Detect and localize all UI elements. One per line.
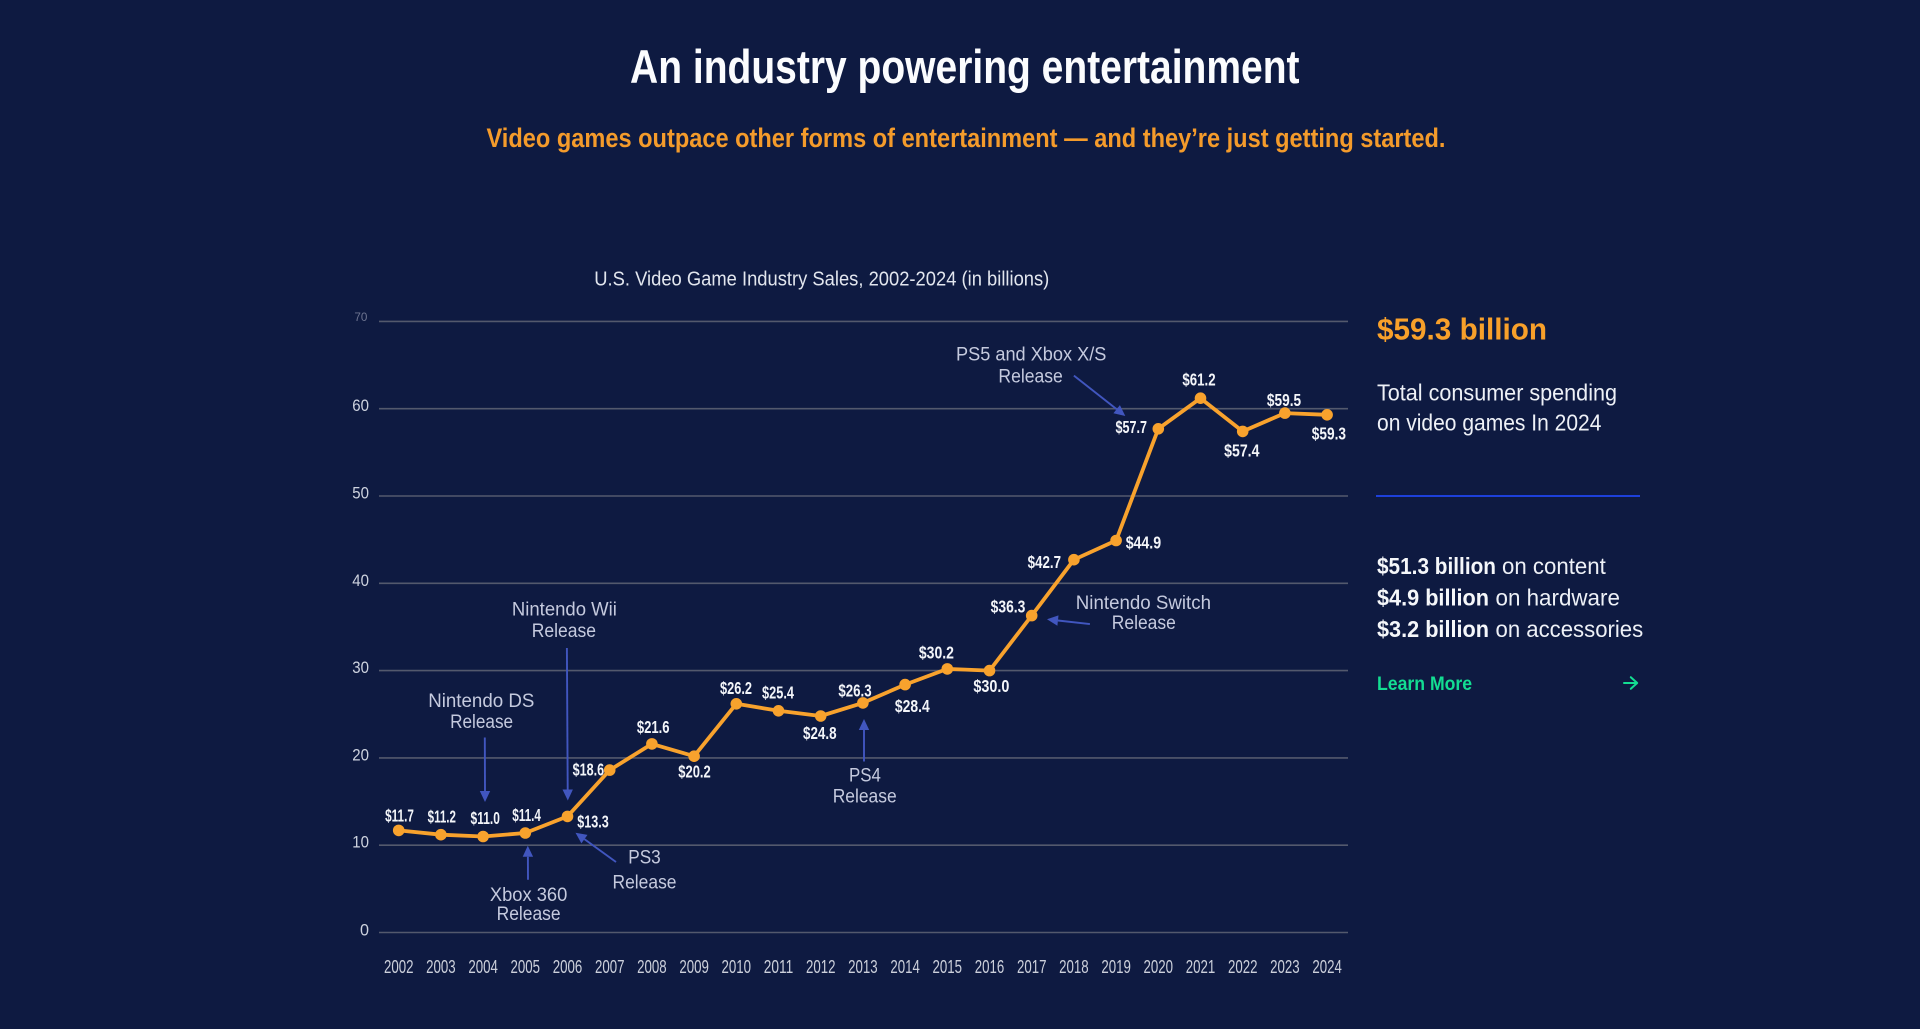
svg-text:2023: 2023: [1270, 957, 1300, 977]
svg-text:$26.2: $26.2: [720, 678, 752, 698]
svg-text:PS4: PS4: [849, 765, 881, 786]
svg-text:$42.7: $42.7: [1028, 552, 1061, 572]
svg-text:Release: Release: [1112, 613, 1176, 634]
svg-text:2020: 2020: [1144, 957, 1174, 977]
svg-text:2009: 2009: [679, 957, 709, 977]
svg-text:Nintendo Switch: Nintendo Switch: [1076, 593, 1211, 614]
svg-text:$44.9: $44.9: [1126, 532, 1162, 552]
svg-text:U.S. Video Game Industry Sales: U.S. Video Game Industry Sales, 2002-202…: [594, 268, 1049, 290]
svg-text:Release: Release: [998, 367, 1062, 388]
svg-text:20: 20: [352, 745, 369, 764]
svg-text:70: 70: [354, 310, 367, 324]
svg-text:$11.4: $11.4: [512, 805, 541, 825]
svg-text:$36.3: $36.3: [991, 597, 1026, 617]
svg-text:Release: Release: [497, 904, 561, 925]
svg-text:Learn More: Learn More: [1377, 673, 1472, 695]
svg-text:on video games In 2024: on video games In 2024: [1377, 410, 1601, 436]
svg-text:$30.2: $30.2: [919, 643, 954, 663]
svg-text:2005: 2005: [511, 957, 541, 977]
svg-text:Release: Release: [833, 786, 897, 807]
svg-text:$51.3 billion: $51.3 billion: [1377, 553, 1496, 579]
svg-text:on hardware: on hardware: [1496, 585, 1620, 611]
svg-text:PS3: PS3: [628, 847, 661, 868]
svg-text:$61.2: $61.2: [1182, 369, 1215, 389]
svg-text:$24.8: $24.8: [803, 723, 837, 743]
svg-text:$59.5: $59.5: [1267, 390, 1301, 410]
svg-text:50: 50: [352, 484, 369, 503]
svg-text:$11.0: $11.0: [471, 808, 500, 828]
svg-text:$3.2 billion: $3.2 billion: [1377, 616, 1489, 642]
svg-text:Video games outpace other form: Video games outpace other forms of enter…: [487, 123, 1446, 153]
svg-text:2018: 2018: [1059, 957, 1089, 977]
svg-text:2012: 2012: [806, 957, 836, 977]
svg-text:2002: 2002: [384, 957, 414, 977]
svg-text:$25.4: $25.4: [762, 683, 794, 703]
svg-text:2024: 2024: [1312, 957, 1342, 977]
svg-text:$11.2: $11.2: [428, 807, 456, 827]
svg-text:2017: 2017: [1017, 957, 1047, 977]
svg-text:2015: 2015: [933, 957, 963, 977]
svg-text:Release: Release: [613, 872, 677, 893]
svg-text:0: 0: [360, 920, 369, 939]
svg-text:$26.3: $26.3: [838, 680, 872, 700]
svg-text:2014: 2014: [890, 957, 920, 977]
svg-text:$59.3 billion: $59.3 billion: [1377, 312, 1547, 347]
svg-text:Nintendo DS: Nintendo DS: [428, 691, 534, 712]
svg-text:$4.9 billion: $4.9 billion: [1377, 585, 1489, 611]
svg-text:40: 40: [352, 571, 369, 590]
svg-text:2022: 2022: [1228, 957, 1258, 977]
svg-text:Total consumer spending: Total consumer spending: [1377, 380, 1617, 406]
svg-text:2021: 2021: [1186, 957, 1216, 977]
svg-text:2007: 2007: [595, 957, 625, 977]
svg-text:2019: 2019: [1101, 957, 1131, 977]
svg-text:$28.4: $28.4: [895, 696, 930, 716]
svg-text:10: 10: [352, 833, 369, 852]
svg-text:2008: 2008: [637, 957, 667, 977]
svg-text:$11.7: $11.7: [385, 806, 414, 826]
svg-text:$59.3: $59.3: [1312, 423, 1346, 443]
svg-text:$18.6: $18.6: [573, 760, 605, 780]
svg-text:$30.0: $30.0: [973, 676, 1009, 696]
svg-text:2006: 2006: [553, 957, 583, 977]
svg-text:30: 30: [352, 658, 369, 677]
svg-text:$57.4: $57.4: [1224, 441, 1260, 461]
svg-text:60: 60: [352, 396, 369, 415]
svg-text:2004: 2004: [468, 957, 498, 977]
svg-text:Release: Release: [532, 621, 596, 642]
svg-text:on accessories: on accessories: [1496, 616, 1644, 642]
svg-text:$20.2: $20.2: [678, 762, 711, 782]
svg-text:2013: 2013: [848, 957, 878, 977]
svg-text:An industry powering entertain: An industry powering entertainment: [630, 40, 1300, 93]
svg-text:2011: 2011: [764, 957, 794, 977]
svg-text:2016: 2016: [975, 957, 1005, 977]
svg-text:2003: 2003: [426, 957, 456, 977]
svg-text:Nintendo Wii: Nintendo Wii: [512, 600, 617, 621]
svg-text:Xbox 360: Xbox 360: [490, 885, 568, 906]
svg-text:on content: on content: [1502, 553, 1606, 579]
svg-text:PS5 and Xbox X/S: PS5 and Xbox X/S: [956, 344, 1106, 365]
svg-text:$21.6: $21.6: [637, 717, 670, 737]
svg-text:$13.3: $13.3: [577, 812, 609, 832]
svg-text:Release: Release: [450, 712, 513, 733]
svg-text:$57.7: $57.7: [1115, 417, 1147, 437]
svg-text:2010: 2010: [722, 957, 752, 977]
